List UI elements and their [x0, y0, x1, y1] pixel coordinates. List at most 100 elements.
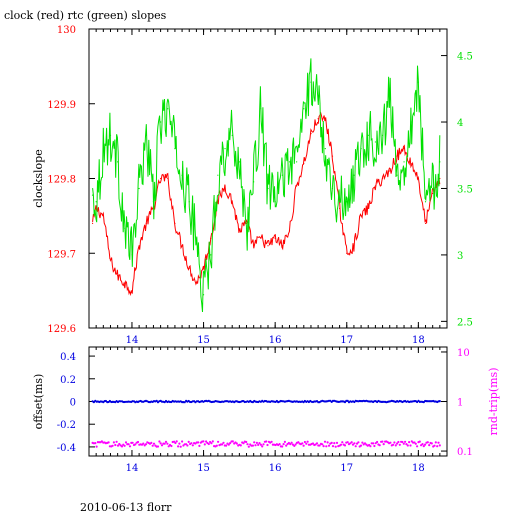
- rndtrip-point: [261, 445, 264, 448]
- x-tick-label: 17: [340, 463, 353, 474]
- clock-point: [253, 245, 255, 247]
- rndtrip-point: [433, 444, 436, 447]
- x-tick-label: 16: [269, 335, 282, 346]
- rndtrip-point: [258, 442, 261, 445]
- clock-point: [360, 215, 362, 217]
- clock-point: [396, 155, 398, 157]
- x-tick-label: 16: [269, 463, 282, 474]
- rndtrip-point: [414, 442, 417, 445]
- clock-point: [167, 177, 169, 180]
- rndtrip-point: [246, 443, 249, 446]
- rtc-point: [167, 108, 169, 110]
- clock-point: [417, 177, 419, 180]
- clock-point: [224, 185, 226, 187]
- rtc-point: [281, 174, 283, 176]
- rndtrip-point: [242, 442, 245, 445]
- rtc-point: [403, 161, 405, 163]
- rndtrip-point: [389, 441, 392, 444]
- rndtrip-point: [158, 440, 161, 443]
- clock-point: [102, 215, 104, 217]
- rndtrip-point: [94, 442, 97, 445]
- rndtrip-point: [190, 442, 193, 445]
- rndtrip-point: [198, 444, 201, 447]
- x-tick-label: 18: [412, 463, 425, 474]
- rndtrip-point: [437, 441, 440, 444]
- rndtrip-point: [227, 443, 230, 446]
- rndtrip-point: [251, 444, 254, 447]
- rndtrip-point: [322, 445, 325, 448]
- rndtrip-point: [118, 442, 121, 446]
- y-tick-label: 129.7: [47, 249, 76, 260]
- y2-axis-label: rnd-trip(ms): [487, 368, 500, 436]
- rndtrip-point: [150, 441, 153, 444]
- rndtrip-point: [327, 444, 331, 447]
- rndtrip-point: [401, 440, 404, 444]
- y2-tick-label: 4: [457, 118, 463, 129]
- y2-tick-label: 10: [457, 348, 470, 359]
- rndtrip-point: [231, 440, 234, 443]
- rtc-point: [91, 194, 94, 196]
- clock-point: [432, 192, 434, 195]
- rndtrip-point: [321, 443, 324, 446]
- clock-point: [303, 162, 305, 165]
- rndtrip-point: [282, 443, 285, 446]
- rndtrip-point: [404, 440, 407, 443]
- x-tick-label: 15: [197, 335, 210, 346]
- rtc-point: [174, 148, 176, 150]
- rndtrip-point: [128, 445, 132, 448]
- rndtrip-point: [152, 442, 156, 445]
- rndtrip-point: [202, 440, 205, 443]
- rndtrip-point: [142, 442, 145, 445]
- chart-top: 14 15 16 17 18 129.6 129.7 129.8 129.9 130 2.5 3 3.5…: [32, 25, 473, 346]
- y-tick-label: -0.4: [57, 443, 76, 454]
- rndtrip-point: [115, 440, 118, 443]
- rtc-point: [224, 148, 226, 150]
- rtc-point: [317, 94, 319, 97]
- y-tick-label: 129.8: [47, 175, 76, 186]
- rndtrip-point: [315, 442, 319, 445]
- offset-point: [438, 400, 441, 403]
- rndtrip-point: [222, 441, 225, 444]
- rndtrip-point: [278, 443, 281, 446]
- rndtrip-point: [438, 444, 441, 447]
- clock-point: [138, 245, 140, 247]
- rtc-point: [210, 254, 212, 256]
- rndtrip-point: [301, 442, 304, 445]
- rndtrip-point: [305, 442, 308, 445]
- clock-point: [160, 177, 162, 180]
- rndtrip-point: [207, 442, 210, 446]
- rtc-point: [310, 81, 312, 83]
- rtc-point: [138, 187, 140, 190]
- rtc-point: [424, 201, 427, 203]
- rtc-point: [324, 148, 326, 150]
- rndtrip-point: [376, 440, 379, 444]
- clock-point: [174, 222, 176, 224]
- y-tick-label: 0.4: [60, 352, 76, 363]
- rndtrip-point: [434, 441, 437, 444]
- rndtrip-point: [262, 443, 265, 446]
- rtc-point: [367, 134, 369, 136]
- rndtrip-point: [394, 444, 397, 447]
- rndtrip-point: [151, 444, 154, 447]
- rtc-point: [145, 134, 147, 136]
- clock-point: [288, 230, 291, 232]
- rtc-point: [296, 161, 298, 163]
- clock-point: [353, 245, 355, 247]
- rndtrip-point: [359, 444, 363, 447]
- y2-tick-label: 3.5: [457, 184, 473, 195]
- rndtrip-point: [335, 441, 339, 444]
- y-tick-label: 129.6: [47, 324, 76, 335]
- rndtrip-point: [402, 442, 405, 445]
- rndtrip-point: [424, 443, 427, 446]
- clock-point: [281, 245, 283, 247]
- rtc-point: [396, 174, 398, 176]
- rndtrip-point: [205, 440, 208, 443]
- clock-point: [274, 237, 276, 239]
- rndtrip-point: [255, 441, 258, 444]
- y2-tick-label: 0.1: [457, 447, 473, 458]
- clock-point: [324, 118, 326, 120]
- y-tick-label: -0.2: [57, 420, 76, 431]
- clock-point: [145, 222, 147, 224]
- rndtrip-point: [430, 442, 433, 445]
- rtc-point: [109, 134, 112, 136]
